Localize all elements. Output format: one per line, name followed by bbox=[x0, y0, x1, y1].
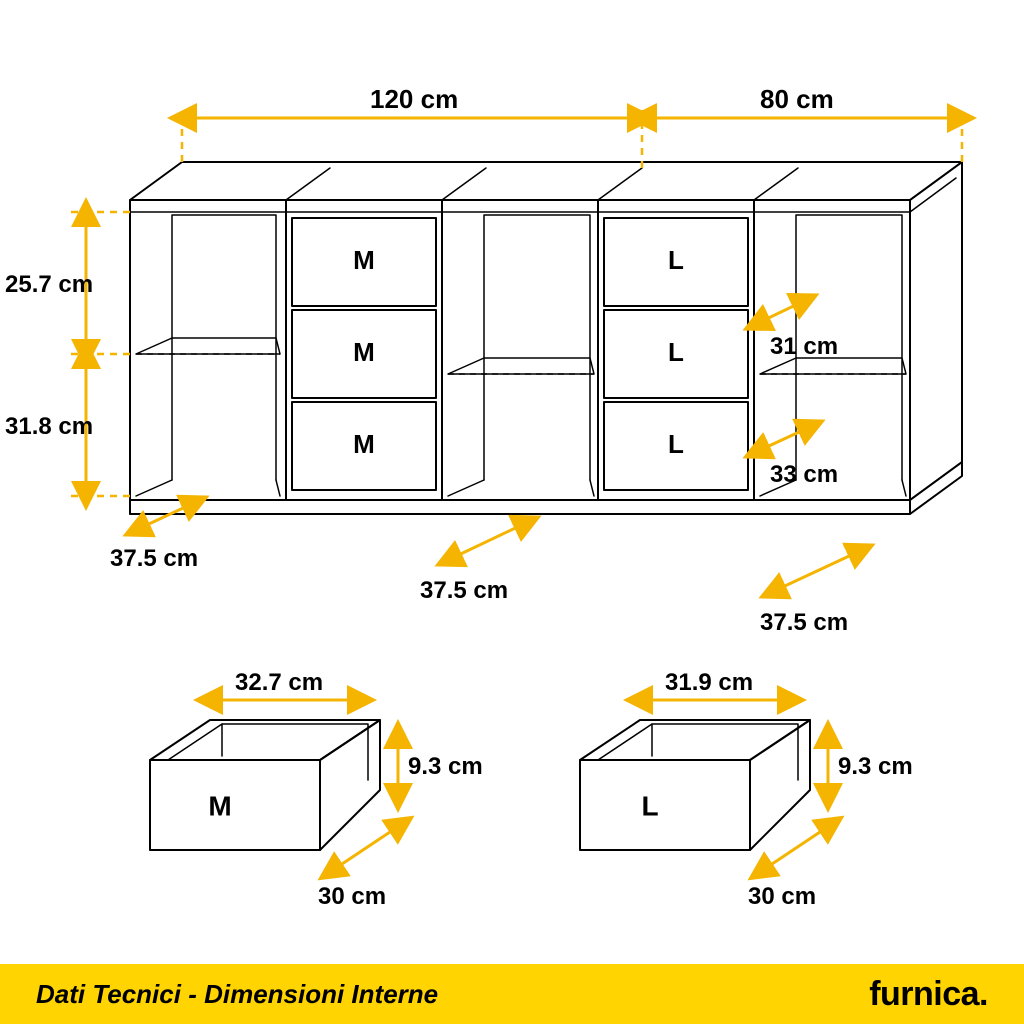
drawer-l-tag: L bbox=[641, 790, 658, 821]
drawer-tag-m2: M bbox=[353, 337, 375, 367]
dim-m-depth: 30 cm bbox=[318, 883, 386, 910]
dim-depth-col3: 37.5 cm bbox=[420, 577, 508, 604]
dim-l-depth: 30 cm bbox=[748, 883, 816, 910]
dim-height-lower: 31.8 cm bbox=[5, 413, 93, 440]
footer-bar: Dati Tecnici - Dimensioni Interne furnic… bbox=[0, 964, 1024, 1024]
technical-diagram: M M M L L L 120 cm 80 cm 25.7 cm bbox=[0, 0, 1024, 964]
drawer-tag-l2: L bbox=[668, 337, 684, 367]
drawer-tag-l3: L bbox=[668, 429, 684, 459]
dim-depth-l-lower: 33 cm bbox=[770, 461, 838, 488]
dim-depth-l-upper: 31 cm bbox=[770, 333, 838, 360]
drawer-m-tag: M bbox=[208, 790, 231, 821]
drawer-l-iso: L bbox=[580, 720, 810, 850]
dim-depth-col5: 37.5 cm bbox=[760, 609, 848, 636]
dim-top-right: 80 cm bbox=[760, 84, 834, 114]
dim-m-height: 9.3 cm bbox=[408, 753, 483, 780]
dim-height-upper: 25.7 cm bbox=[5, 271, 93, 298]
drawer-m-iso: M bbox=[150, 720, 380, 850]
drawer-tag-l1: L bbox=[668, 245, 684, 275]
dim-l-width: 31.9 cm bbox=[665, 669, 753, 696]
dim-top-left: 120 cm bbox=[370, 84, 458, 114]
brand-logo: furnica. bbox=[869, 975, 988, 1014]
drawer-tag-m3: M bbox=[353, 429, 375, 459]
drawers-m-column: M M M bbox=[292, 218, 436, 490]
drawer-tag-m1: M bbox=[353, 245, 375, 275]
dim-l-height: 9.3 cm bbox=[838, 753, 913, 780]
footer-title: Dati Tecnici - Dimensioni Interne bbox=[36, 979, 438, 1010]
drawers-l-column: L L L bbox=[604, 218, 748, 490]
dim-depth-col1: 37.5 cm bbox=[110, 545, 198, 572]
dim-m-width: 32.7 cm bbox=[235, 669, 323, 696]
